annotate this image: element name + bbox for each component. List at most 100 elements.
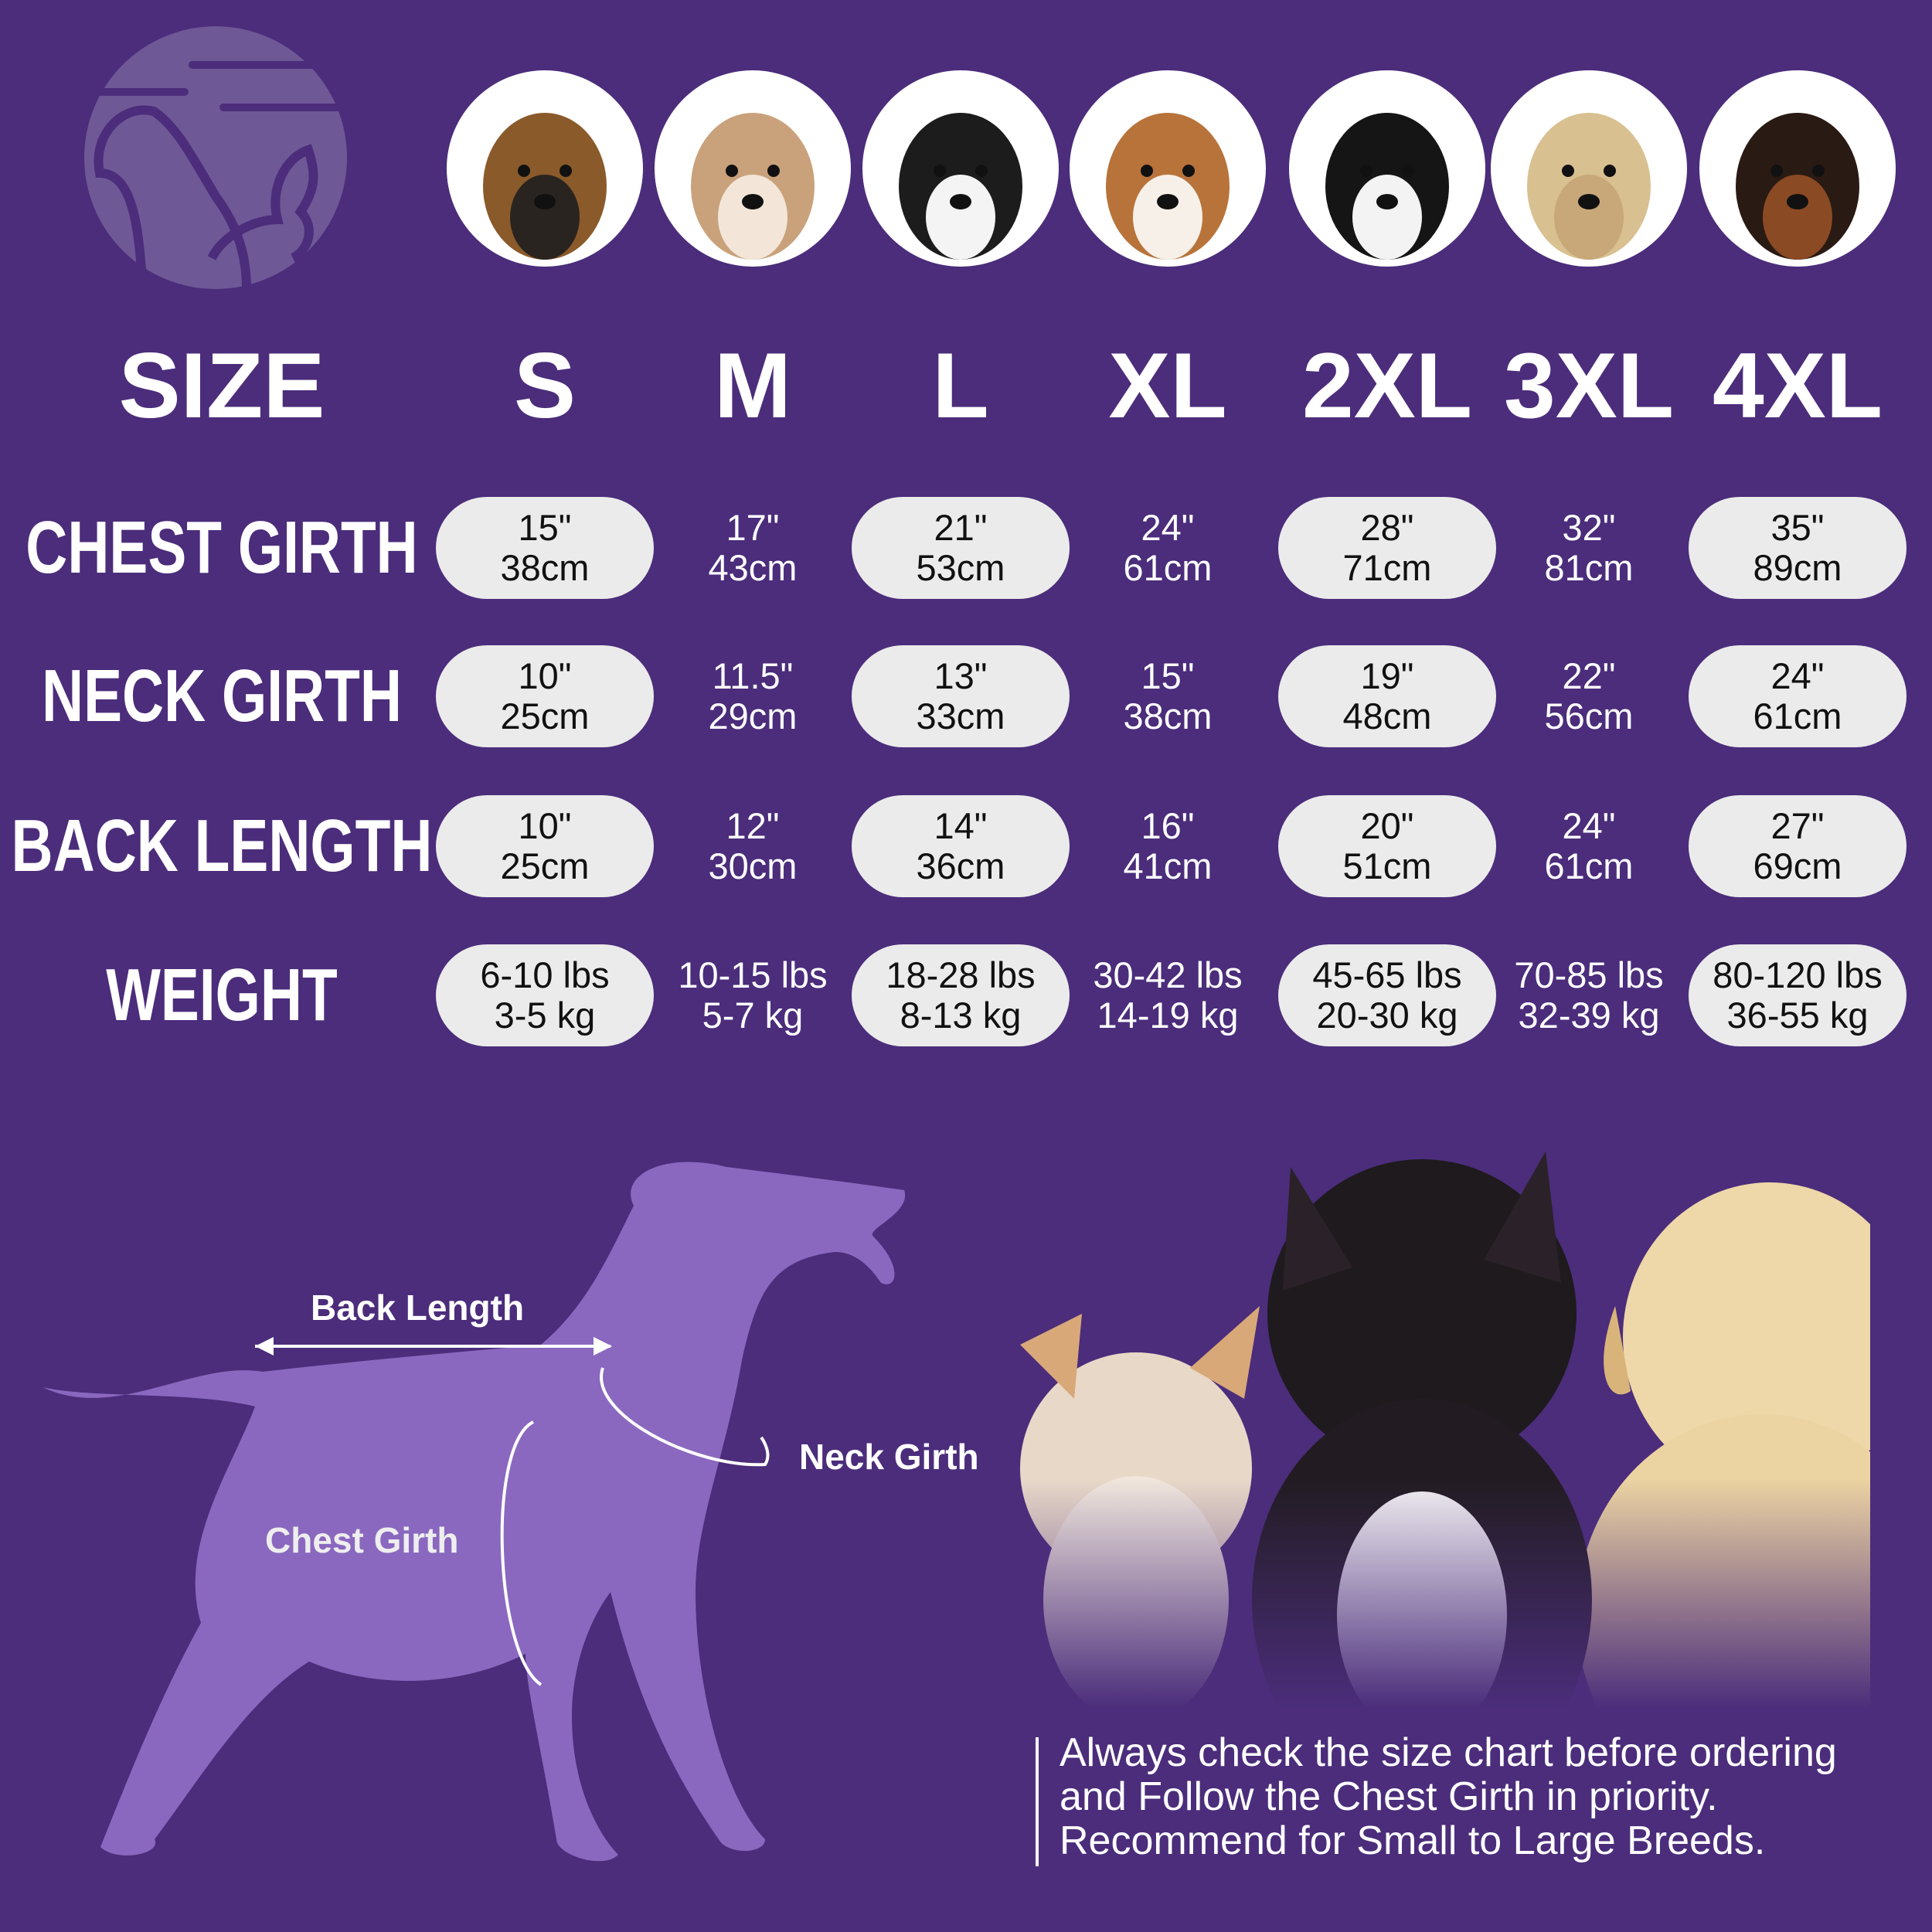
size-cell: 24" 61cm: [1689, 645, 1906, 747]
size-s: S: [513, 334, 577, 437]
size-cell: 24" 61cm: [1480, 795, 1698, 897]
size-cell: 21" 53cm: [852, 497, 1070, 599]
metric-value: 81cm: [1544, 547, 1634, 588]
imperial-value: 28": [1360, 507, 1414, 548]
imperial-value: 22": [1562, 655, 1616, 696]
metric-value: 33cm: [916, 696, 1005, 736]
metric-value: 53cm: [916, 547, 1005, 588]
size-cell: 10-15 lbs 5-7 kg: [644, 944, 862, 1046]
imperial-value: 27": [1770, 805, 1825, 846]
row-label: NECK GIRTH: [42, 655, 402, 737]
metric-value: 43cm: [708, 547, 798, 588]
metric-value: 89cm: [1753, 547, 1842, 588]
imperial-value: 21": [934, 507, 988, 548]
metric-value: 30cm: [708, 845, 798, 886]
row-label: CHEST GIRTH: [26, 506, 418, 589]
metric-value: 36-55 kg: [1726, 995, 1869, 1036]
size-cell: 16" 41cm: [1059, 795, 1277, 897]
note-line: Always check the size chart before order…: [1060, 1730, 1837, 1775]
metric-value: 25cm: [500, 696, 590, 736]
size-cell: 45-65 lbs 20-30 kg: [1278, 944, 1496, 1046]
pet-logo-icon: [84, 26, 347, 289]
metric-value: 56cm: [1544, 696, 1634, 736]
imperial-value: 30-42 lbs: [1093, 954, 1243, 995]
size-header: SIZE: [118, 334, 325, 437]
size-cell: 32" 81cm: [1480, 497, 1698, 599]
imperial-value: 24": [1770, 655, 1825, 696]
size-cell: 19" 48cm: [1278, 645, 1496, 747]
breed-photo-labrador: [1491, 70, 1687, 267]
imperial-value: 18-28 lbs: [886, 954, 1036, 995]
neck-girth-label: Neck Girth: [799, 1437, 979, 1477]
size-cell: 28" 71cm: [1278, 497, 1496, 599]
size-cell: 10" 25cm: [436, 795, 654, 897]
breed-photo-shih-tzu: [655, 70, 851, 267]
metric-value: 36cm: [916, 845, 1005, 886]
breed-photo-boston-terrier: [862, 70, 1059, 267]
size-xl: XL: [1108, 334, 1227, 437]
note-divider: [1036, 1737, 1039, 1866]
metric-value: 3-5 kg: [494, 995, 596, 1036]
size-cell: 15" 38cm: [436, 497, 654, 599]
size-cell: 12" 30cm: [644, 795, 862, 897]
metric-value: 29cm: [708, 696, 798, 736]
imperial-value: 6-10 lbs: [480, 954, 610, 995]
imperial-value: 80-120 lbs: [1713, 954, 1883, 995]
breed-photo-beagle: [1070, 70, 1266, 267]
imperial-value: 24": [1562, 805, 1616, 846]
size-2xl: 2XL: [1301, 334, 1473, 437]
row-label: BACK LENGTH: [11, 804, 433, 887]
metric-value: 32-39 kg: [1518, 995, 1660, 1036]
breed-photo-yorkshire-terrier: [447, 70, 643, 267]
metric-value: 38cm: [1123, 696, 1213, 736]
imperial-value: 24": [1141, 507, 1195, 548]
imperial-value: 10": [518, 805, 572, 846]
back-length-label: Back Length: [311, 1287, 525, 1328]
size-cell: 18-28 lbs 8-13 kg: [852, 944, 1070, 1046]
imperial-value: 70-85 lbs: [1514, 954, 1664, 995]
metric-value: 5-7 kg: [702, 995, 804, 1036]
size-4xl: 4XL: [1712, 334, 1883, 437]
size-cell: 24" 61cm: [1059, 497, 1277, 599]
imperial-value: 10": [518, 655, 572, 696]
metric-value: 14-19 kg: [1097, 995, 1239, 1036]
size-cell: 17" 43cm: [644, 497, 862, 599]
metric-value: 8-13 kg: [900, 995, 1022, 1036]
imperial-value: 13": [934, 655, 988, 696]
imperial-value: 12": [726, 805, 780, 846]
three-dogs-photo: [989, 1136, 1870, 1708]
metric-value: 51cm: [1342, 845, 1432, 886]
metric-value: 61cm: [1544, 845, 1634, 886]
note-line: Recommend for Small to Large Breeds.: [1060, 1818, 1766, 1863]
size-cell: 14" 36cm: [852, 795, 1070, 897]
size-cell: 11.5" 29cm: [644, 645, 862, 747]
size-cell: 35" 89cm: [1689, 497, 1906, 599]
dog-silhouette-diagram: [43, 1162, 906, 1862]
size-cell: 13" 33cm: [852, 645, 1070, 747]
metric-value: 41cm: [1123, 845, 1213, 886]
size-cell: 70-85 lbs 32-39 kg: [1480, 944, 1698, 1046]
chest-girth-label: Chest Girth: [265, 1520, 459, 1560]
imperial-value: 45-65 lbs: [1312, 954, 1462, 995]
size-m: M: [714, 334, 791, 437]
imperial-value: 11.5": [712, 655, 794, 696]
imperial-value: 32": [1562, 507, 1616, 548]
metric-value: 20-30 kg: [1316, 995, 1458, 1036]
size-cell: 27" 69cm: [1689, 795, 1906, 897]
size-cell: 6-10 lbs 3-5 kg: [436, 944, 654, 1046]
size-cell: 80-120 lbs 36-55 kg: [1689, 944, 1906, 1046]
size-cell: 15" 38cm: [1059, 645, 1277, 747]
metric-value: 38cm: [500, 547, 590, 588]
size-cell: 22" 56cm: [1480, 645, 1698, 747]
breed-photo-border-collie: [1289, 70, 1485, 267]
imperial-value: 17": [726, 507, 780, 548]
imperial-value: 15": [1141, 655, 1195, 696]
size-cell: 10" 25cm: [436, 645, 654, 747]
breed-photo-doberman: [1699, 70, 1896, 267]
size-3xl: 3XL: [1503, 334, 1675, 437]
note-line: and Follow the Chest Girth in priority.: [1060, 1774, 1718, 1819]
imperial-value: 10-15 lbs: [678, 954, 828, 995]
metric-value: 25cm: [500, 845, 590, 886]
imperial-value: 14": [934, 805, 988, 846]
imperial-value: 20": [1360, 805, 1414, 846]
